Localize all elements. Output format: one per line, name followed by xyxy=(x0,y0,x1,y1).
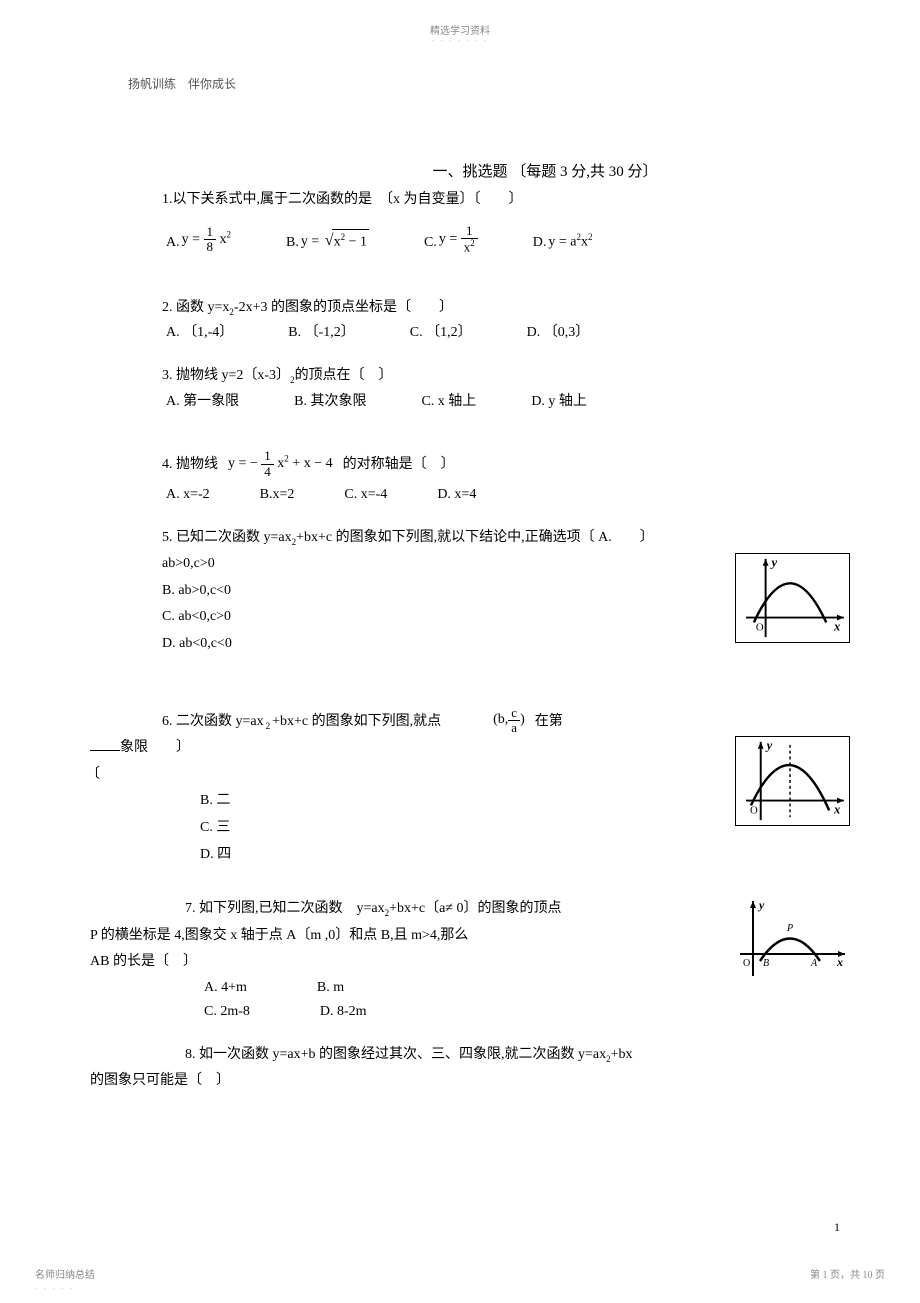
q6-bracket: 〔 xyxy=(86,762,840,789)
q1-opt-b: B. y = x2 − 1 xyxy=(286,227,369,254)
q2-opt-c: C. 〔1,2〕 xyxy=(410,321,472,345)
q5-text: 5. 已知二次函数 y=ax2+bx+c 的图象如下列图,就以下结论中,正确选项… xyxy=(162,525,840,552)
q3-opt-b: B. 其次象限 xyxy=(294,390,366,414)
q3-opt-a: A. 第一象限 xyxy=(166,390,239,414)
q4-opt-a: A. x=-2 xyxy=(166,483,210,507)
svg-text:P: P xyxy=(786,923,793,934)
svg-text:x: x xyxy=(833,802,841,816)
q3-opt-c: C. x 轴上 xyxy=(421,390,476,414)
svg-text:O: O xyxy=(756,621,764,633)
question-4: 4. 抛物线 y = − 14 x2 + x − 4 的对称轴是〔 〕 A. x… xyxy=(162,449,840,506)
q7-opt-b: B. m xyxy=(317,976,344,1000)
q7-opt-c: C. 2m-8 xyxy=(204,1000,250,1024)
q3-opt-d: D. y 轴上 xyxy=(531,390,587,414)
q7-graph: x y O B A P xyxy=(735,896,850,981)
svg-text:y: y xyxy=(765,738,773,752)
q6-opt-d: D. 四 xyxy=(90,842,840,869)
q1-text: 1.以下关系式中,属于二次函数的是 〔x 为自变量〕〔 〕 xyxy=(162,187,840,214)
q7-opt-a: A. 4+m xyxy=(204,976,247,1000)
svg-text:x: x xyxy=(833,619,841,633)
q3-text: 3. 抛物线 y=2〔x-3〕2的顶点在〔 〕 xyxy=(162,363,840,390)
svg-text:y: y xyxy=(757,898,765,912)
q7-line3: AB 的长是〔 〕 xyxy=(90,949,840,976)
q1-opt-d: D. y = a2x2 xyxy=(533,230,593,254)
header-top-left: 扬帆训练 伴你成长 xyxy=(128,75,236,92)
q6-line1: 6. 二次函数 y=ax2+bx+c 的图象如下列图,就点 (b, ca) 在第 xyxy=(162,706,840,736)
q4-opt-b: B.x=2 xyxy=(260,483,295,507)
q2-opt-d: D. 〔0,3〕 xyxy=(527,321,590,345)
q2-opt-a: A. 〔1,-4〕 xyxy=(166,321,233,345)
q4-opt-d: D. x=4 xyxy=(437,483,476,507)
question-6: 6. 二次函数 y=ax2+bx+c 的图象如下列图,就点 (b, ca) 在第… xyxy=(90,706,840,869)
question-5: 5. 已知二次函数 y=ax2+bx+c 的图象如下列图,就以下结论中,正确选项… xyxy=(162,525,840,658)
q2-opt-b: B. 〔-1,2〕 xyxy=(288,321,355,345)
svg-text:O: O xyxy=(750,804,758,816)
q1-opt-a: A. y = 18 x2 xyxy=(166,225,231,255)
svg-text:y: y xyxy=(769,555,777,569)
q2-text: 2. 函数 y=x2-2x+3 的图象的顶点坐标是〔 〕 xyxy=(162,295,840,322)
q6-line2: 象限 〕 xyxy=(90,735,840,762)
svg-text:B: B xyxy=(763,958,769,969)
footer-right: 第 1 页，共 10 页 xyxy=(810,1266,885,1281)
header-watermark: 精选学习资料 xyxy=(430,22,490,37)
footer-dots: - - - - - xyxy=(35,1284,74,1293)
section-title: 一、挑选题 〔每题 3 分,共 30 分〕 xyxy=(90,160,840,181)
q7-opt-d: D. 8-2m xyxy=(320,1000,367,1024)
q4-text: 4. 抛物线 y = − 14 x2 + x − 4 的对称轴是〔 〕 xyxy=(162,449,840,479)
q7-line2: P 的横坐标是 4,图象交 x 轴于点 A〔m ,0〕和点 B,且 m>4,那么 xyxy=(90,923,840,950)
q5-graph: x y O xyxy=(735,553,850,643)
q6-opt-b: B. 二 xyxy=(90,788,840,815)
page-number: 1 xyxy=(834,1220,840,1235)
header-dots: - - - - - - - xyxy=(432,36,489,45)
question-2: 2. 函数 y=x2-2x+3 的图象的顶点坐标是〔 〕 A. 〔1,-4〕 B… xyxy=(162,295,840,345)
question-8: 8. 如一次函数 y=ax+b 的图象经过其次、三、四象限,就二次函数 y=ax… xyxy=(90,1042,840,1095)
q8-line1: 8. 如一次函数 y=ax+b 的图象经过其次、三、四象限,就二次函数 y=ax… xyxy=(185,1042,840,1069)
svg-text:A: A xyxy=(810,958,818,969)
question-3: 3. 抛物线 y=2〔x-3〕2的顶点在〔 〕 A. 第一象限 B. 其次象限 … xyxy=(162,363,840,413)
q8-line2: 的图象只可能是〔 〕 xyxy=(90,1068,840,1095)
svg-text:x: x xyxy=(836,955,843,969)
q4-opt-c: C. x=-4 xyxy=(344,483,387,507)
footer-left: 名师归纳总结 xyxy=(35,1266,95,1281)
question-1: 1.以下关系式中,属于二次函数的是 〔x 为自变量〕〔 〕 A. y = 18 … xyxy=(162,187,840,255)
main-content: 一、挑选题 〔每题 3 分,共 30 分〕 1.以下关系式中,属于二次函数的是 … xyxy=(90,160,840,1113)
q6-graph: x y O xyxy=(735,736,850,826)
q6-opt-c: C. 三 xyxy=(90,815,840,842)
question-7: 7. 如下列图,已知二次函数 y=ax2+bx+c〔a≠ 0〕的图象的顶点 P … xyxy=(90,896,840,1023)
svg-text:O: O xyxy=(743,958,750,969)
q1-opt-c: C. y = 1x2 xyxy=(424,224,478,255)
